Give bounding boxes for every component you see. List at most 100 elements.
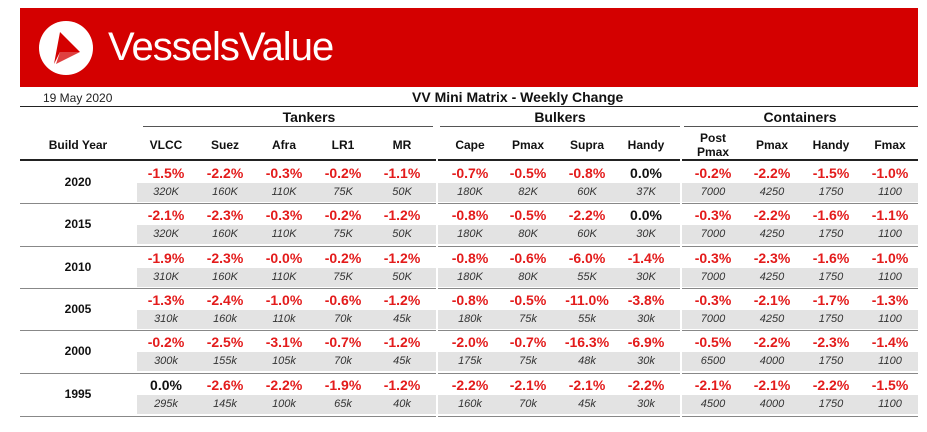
section-divider — [680, 159, 682, 417]
row-divider — [20, 372, 918, 374]
vessel-size-value: 75K — [333, 228, 353, 241]
weekly-change-value: -1.2% — [383, 249, 421, 266]
weekly-change-value: -2.2% — [265, 376, 303, 393]
vessel-size-value: 310K — [153, 270, 179, 283]
vessel-size-value: 100k — [272, 397, 296, 410]
weekly-change-value: -0.2% — [324, 165, 362, 181]
vessel-size-value: 320K — [153, 186, 179, 198]
build-year-label: 2020 — [64, 175, 92, 189]
column-header: VLCC — [149, 138, 183, 152]
weekly-change-value: -2.3% — [206, 207, 244, 224]
weekly-change-value: -0.3% — [265, 207, 303, 224]
vessel-size-value: 110K — [271, 228, 297, 241]
vessel-size-value: 6500 — [700, 355, 726, 368]
vessel-size-value: 7000 — [700, 228, 726, 241]
vessel-size-value: 145k — [213, 397, 237, 410]
weekly-change-value: -2.1% — [753, 376, 791, 393]
vessel-size-value: 55K — [577, 270, 597, 283]
weekly-change-value: -0.7% — [324, 334, 362, 351]
weekly-change-value: -1.2% — [383, 207, 421, 224]
group-label-bulkers: Bulkers — [534, 109, 586, 125]
weekly-change-value: -0.3% — [694, 291, 732, 308]
vessel-size-value: 48k — [578, 355, 596, 368]
vessel-size-value: 295k — [154, 397, 178, 410]
weekly-change-value: -1.0% — [871, 249, 909, 266]
weekly-change-value: -0.6% — [509, 249, 547, 266]
column-header: Suez — [210, 138, 239, 152]
weekly-change-value: -0.8% — [451, 249, 489, 266]
vessel-size-value: 65k — [334, 397, 352, 410]
vessel-size-value: 4250 — [759, 270, 785, 283]
group-rule-tankers — [143, 126, 433, 127]
weekly-change-value: -2.3% — [753, 249, 791, 266]
vessel-size-value: 55k — [578, 312, 596, 325]
vessel-size-value: 75K — [333, 186, 353, 198]
vessel-size-value: 30K — [636, 228, 656, 241]
vessel-size-value: 110K — [271, 186, 297, 198]
weekly-change-value: 0.0% — [630, 165, 662, 181]
weekly-change-value: -6.0% — [568, 249, 606, 266]
weekly-change-value: -1.0% — [265, 291, 303, 308]
group-label-tankers: Tankers — [282, 109, 336, 125]
vessel-size-value: 70k — [519, 397, 537, 410]
vessel-size-value: 50K — [392, 270, 412, 283]
vessel-size-value: 7000 — [700, 312, 726, 325]
column-header: Post Pmax — [696, 131, 730, 159]
build-year-label: 2010 — [64, 259, 92, 274]
vessel-size-value: 4500 — [700, 397, 726, 410]
vessel-size-value: 80K — [518, 270, 538, 283]
size-band — [137, 267, 918, 287]
vessel-size-value: 1100 — [878, 228, 902, 241]
size-band — [137, 225, 918, 245]
vessel-size-value: 310k — [154, 312, 178, 325]
weekly-change-value: -0.3% — [694, 249, 732, 266]
weekly-change-value: -0.3% — [694, 207, 732, 224]
vessel-size-value: 1750 — [818, 397, 844, 410]
weekly-change-value: -1.3% — [871, 291, 909, 308]
weekly-change-value: -3.1% — [265, 334, 303, 351]
weekly-change-value: -2.2% — [568, 207, 606, 224]
row-divider — [20, 415, 918, 417]
column-header: Supra — [569, 138, 604, 152]
vessel-size-value: 110K — [271, 270, 297, 283]
size-band — [137, 352, 918, 372]
weekly-change-value: -3.8% — [627, 291, 665, 308]
vessel-size-value: 1750 — [818, 228, 844, 241]
weekly-change-value: -2.2% — [812, 376, 850, 393]
weekly-change-value: -2.5% — [206, 334, 244, 351]
vessel-size-value: 30k — [637, 312, 655, 325]
weekly-change-value: -0.7% — [451, 165, 489, 181]
vessel-size-value: 110k — [272, 312, 296, 325]
weekly-change-value: -0.8% — [451, 291, 489, 308]
weekly-change-value: -0.5% — [509, 291, 547, 308]
weekly-change-value: -0.2% — [324, 249, 362, 266]
column-header: Cape — [455, 138, 485, 152]
vessel-size-value: 75k — [519, 312, 537, 325]
vessel-size-value: 30k — [637, 355, 655, 368]
weekly-change-value: -0.7% — [509, 334, 547, 351]
weekly-change-value: -1.1% — [383, 165, 421, 181]
weekly-change-value: -1.5% — [871, 376, 909, 393]
vessel-size-value: 1100 — [878, 397, 902, 410]
vessel-size-value: 70k — [334, 312, 352, 325]
vessel-size-value: 4250 — [759, 312, 785, 325]
column-header: Pmax — [511, 138, 545, 152]
weekly-change-value: -0.5% — [509, 207, 547, 224]
section-divider — [436, 159, 438, 417]
size-band — [137, 183, 918, 202]
vessel-size-value: 160k — [213, 312, 237, 325]
weekly-change-value: -1.4% — [871, 334, 909, 351]
vessel-size-value: 30k — [637, 397, 655, 410]
weekly-change-value: -0.6% — [324, 291, 362, 308]
page-title: VV Mini Matrix - Weekly Change — [412, 89, 624, 105]
row-divider — [20, 245, 918, 247]
vessel-size-value: 7000 — [700, 270, 726, 283]
vessel-size-value: 160K — [212, 228, 238, 241]
vessel-size-value: 1100 — [878, 270, 902, 283]
vessel-size-value: 60K — [577, 186, 597, 198]
weekly-change-value: -1.3% — [147, 291, 185, 308]
weekly-change-value: -2.1% — [568, 376, 606, 393]
weekly-change-value: -0.2% — [147, 334, 185, 351]
vessel-size-value: 4000 — [759, 397, 785, 410]
column-header: Fmax — [874, 138, 906, 152]
